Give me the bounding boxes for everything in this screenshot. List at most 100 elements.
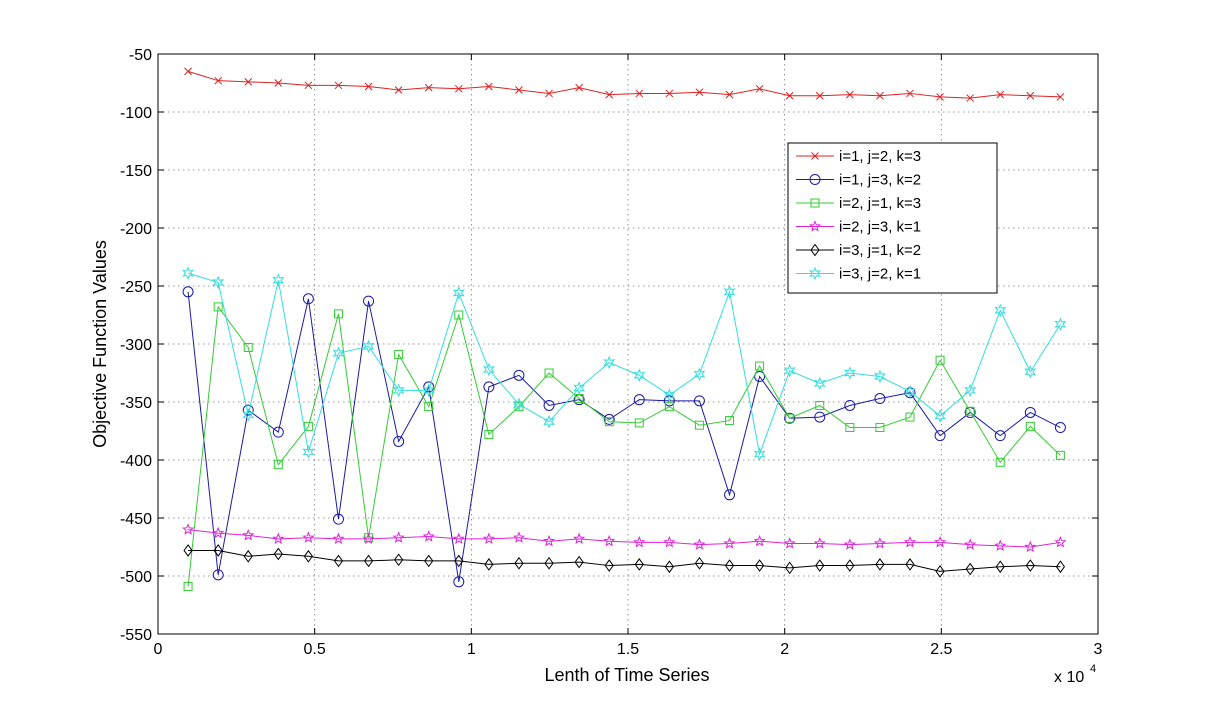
series-1 xyxy=(184,67,1065,102)
series-2-point xyxy=(272,426,284,438)
series-4-point xyxy=(994,539,1007,551)
legend-item: i=3, j=1, k=2 xyxy=(796,242,921,259)
series-3-point xyxy=(845,423,855,433)
series-2-point xyxy=(182,286,194,298)
series-2-point xyxy=(784,412,796,424)
series-4-point xyxy=(272,532,285,545)
series-6-point xyxy=(1024,364,1037,379)
x-tick-label: 0.5 xyxy=(304,641,326,658)
series-1-point xyxy=(424,83,433,92)
series-1-point xyxy=(454,84,463,93)
series-1-point xyxy=(876,91,884,100)
series-1-point xyxy=(1056,93,1065,101)
series-4-point xyxy=(482,532,495,545)
series-5 xyxy=(183,544,1066,578)
series-5-point xyxy=(333,554,344,568)
series-1-point xyxy=(966,94,975,102)
series-1-point xyxy=(936,93,944,101)
series-1-point xyxy=(605,90,614,99)
series-6-point xyxy=(994,303,1007,318)
series-1-point xyxy=(545,89,553,98)
series-6-point xyxy=(783,363,796,378)
x-multiplier-exponent: 4 xyxy=(1090,663,1096,675)
series-6-point xyxy=(873,369,886,384)
series-4-point xyxy=(843,538,856,550)
series-4-point xyxy=(813,537,826,549)
series-4-point xyxy=(903,536,917,548)
series-2-point xyxy=(332,513,344,525)
series-6-point xyxy=(904,384,916,399)
series-3-point xyxy=(995,457,1005,467)
series-4-point xyxy=(753,534,766,547)
series-6-point xyxy=(753,447,766,462)
legend-label: i=3, j=2, k=1 xyxy=(839,266,921,283)
series-1-point xyxy=(485,82,493,91)
series-1-point xyxy=(184,67,192,76)
series-4-point xyxy=(512,531,525,543)
series-4-point xyxy=(723,537,736,549)
series-1-point xyxy=(394,86,403,94)
series-3-point xyxy=(484,429,494,439)
series-2-point xyxy=(363,295,375,307)
series-2-point xyxy=(393,435,405,447)
series-4-point xyxy=(934,536,947,548)
y-tick-label: -100 xyxy=(120,105,152,122)
series-1-point xyxy=(1026,91,1035,100)
legend-label: i=1, j=3, k=2 xyxy=(839,172,921,189)
series-5-point xyxy=(514,556,524,570)
series-2-point xyxy=(543,399,555,411)
series-4-point xyxy=(392,531,405,543)
series-6-point xyxy=(633,368,646,383)
series-4-point xyxy=(302,531,315,543)
series-1-line xyxy=(187,70,1061,99)
series-4-point xyxy=(212,526,225,539)
series-3-point xyxy=(604,417,614,427)
series-6-point xyxy=(723,284,736,299)
series-5-point xyxy=(875,558,885,571)
series-4-point xyxy=(1024,540,1037,553)
series-2-point xyxy=(212,569,224,581)
series-4-point xyxy=(362,532,375,545)
series-2-point xyxy=(513,369,525,381)
y-tick-label: -200 xyxy=(120,221,152,238)
series-5-point xyxy=(785,561,795,575)
legend-item: i=1, j=2, k=3 xyxy=(796,148,921,165)
series-2-point xyxy=(814,411,826,423)
series-4-point xyxy=(573,532,586,545)
series-1-point xyxy=(364,82,373,91)
legend-item: i=1, j=3, k=2 xyxy=(796,172,921,189)
series-3-point xyxy=(544,368,554,378)
series-4-point xyxy=(182,523,195,535)
y-tick-label: -500 xyxy=(120,569,152,586)
series-5-point xyxy=(574,555,584,569)
legend-swatch-marker xyxy=(809,174,821,185)
series-2-point xyxy=(633,394,645,406)
series-3-point xyxy=(965,406,975,416)
series-5-point xyxy=(1055,560,1066,574)
series-6 xyxy=(182,266,1067,462)
series-6-point xyxy=(964,383,977,398)
series-2-point xyxy=(994,430,1006,442)
series-5-point xyxy=(815,559,825,572)
x-tick-label: 2 xyxy=(780,641,789,658)
legend-items: i=1, j=2, k=3 i=1, j=3, k=2 i=2, j=1, k=3 i… xyxy=(796,148,921,283)
series-3-point xyxy=(243,342,253,352)
series-6-point xyxy=(513,397,525,412)
series-1-point xyxy=(996,90,1005,99)
series-6-point xyxy=(693,367,706,382)
series-2-point xyxy=(844,399,856,411)
series-3-point xyxy=(725,416,735,426)
series-5-point xyxy=(634,558,644,571)
series-5-point xyxy=(454,554,464,568)
series-5-point xyxy=(273,547,283,561)
legend-label: i=3, j=1, k=2 xyxy=(839,242,921,259)
legend-swatch-marker xyxy=(810,243,820,257)
series-group xyxy=(182,67,1067,591)
series-4-point xyxy=(783,537,796,549)
series-5-point xyxy=(363,554,374,568)
series-2-point xyxy=(934,430,946,442)
series-2-line xyxy=(187,291,1061,582)
y-tick-label: -300 xyxy=(120,337,152,354)
legend-item: i=2, j=3, k=1 xyxy=(796,219,921,236)
